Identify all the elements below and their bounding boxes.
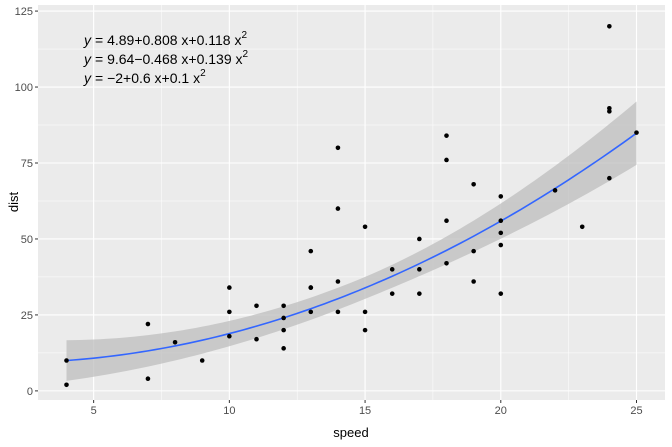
data-point [227, 309, 232, 315]
data-point [471, 181, 476, 187]
data-point [498, 291, 504, 296]
data-point [579, 224, 585, 230]
data-point [607, 175, 612, 181]
data-point [444, 218, 449, 224]
equation-lhs: y [83, 70, 92, 86]
data-point [389, 267, 395, 272]
confidence-ribbon [66, 101, 637, 381]
equation-rhs: = −2+0.6 x+0.1 x [95, 70, 200, 86]
equation-lhs: y [83, 32, 92, 48]
data-point [64, 358, 69, 363]
data-point [444, 133, 449, 138]
data-point [471, 279, 476, 284]
equation-label: y = 4.89+0.808 x+0.118 x2 [83, 30, 247, 48]
x-tick-label: 10 [223, 405, 235, 417]
data-point [172, 339, 178, 345]
data-point [444, 157, 449, 163]
data-point [281, 303, 286, 309]
data-point [417, 236, 422, 242]
y-tick-label: 100 [15, 82, 33, 94]
y-axis-label: dist [6, 191, 21, 212]
x-tick-label: 20 [495, 405, 507, 417]
data-point [498, 230, 504, 236]
x-tick-label: 5 [91, 405, 97, 417]
data-point [498, 218, 504, 224]
data-point [227, 333, 232, 339]
data-point [362, 309, 368, 315]
data-point [308, 285, 314, 290]
data-point [199, 358, 205, 363]
data-point [227, 285, 232, 290]
data-point [64, 382, 69, 388]
equation-lhs: y [83, 51, 92, 67]
data-point [254, 303, 259, 309]
data-point [444, 260, 449, 266]
data-point [308, 309, 314, 315]
y-tick-label: 25 [21, 310, 33, 322]
data-point [308, 248, 314, 254]
data-point [417, 291, 422, 296]
x-axis-label: speed [333, 425, 368, 440]
data-point [552, 188, 558, 193]
x-tick-label: 15 [359, 405, 371, 417]
data-point [335, 206, 341, 211]
data-point [471, 248, 476, 254]
data-point [417, 267, 422, 272]
data-point [362, 327, 368, 333]
equation-label: y = 9.64−0.468 x+0.139 x2 [83, 49, 249, 67]
data-point [607, 106, 612, 111]
equation-superscript: 2 [200, 68, 206, 79]
equation-rhs: = 4.89+0.808 x+0.118 x [95, 32, 241, 48]
data-point [498, 194, 504, 199]
data-point [145, 321, 151, 327]
data-point [335, 309, 341, 315]
equation-superscript: 2 [243, 49, 249, 60]
data-point [335, 279, 341, 284]
data-point [362, 224, 368, 230]
data-point [389, 291, 395, 296]
y-tick-label: 125 [15, 6, 33, 18]
equation-superscript: 2 [241, 30, 247, 41]
data-point [281, 346, 286, 351]
y-tick-label: 0 [27, 386, 33, 398]
data-point [281, 327, 286, 333]
data-point [335, 145, 341, 151]
equation-label: y = −2+0.6 x+0.1 x2 [83, 68, 206, 86]
data-point [607, 23, 612, 29]
data-point [281, 315, 286, 321]
x-tick-label: 25 [630, 405, 642, 417]
data-point [145, 376, 151, 382]
fit-line [66, 132, 637, 362]
data-point [634, 130, 639, 135]
data-point [254, 336, 259, 342]
y-tick-label: 75 [21, 158, 33, 170]
y-tick-label: 50 [21, 234, 33, 246]
data-point [498, 242, 504, 248]
equation-rhs: = 9.64−0.468 x+0.139 x [95, 51, 243, 67]
